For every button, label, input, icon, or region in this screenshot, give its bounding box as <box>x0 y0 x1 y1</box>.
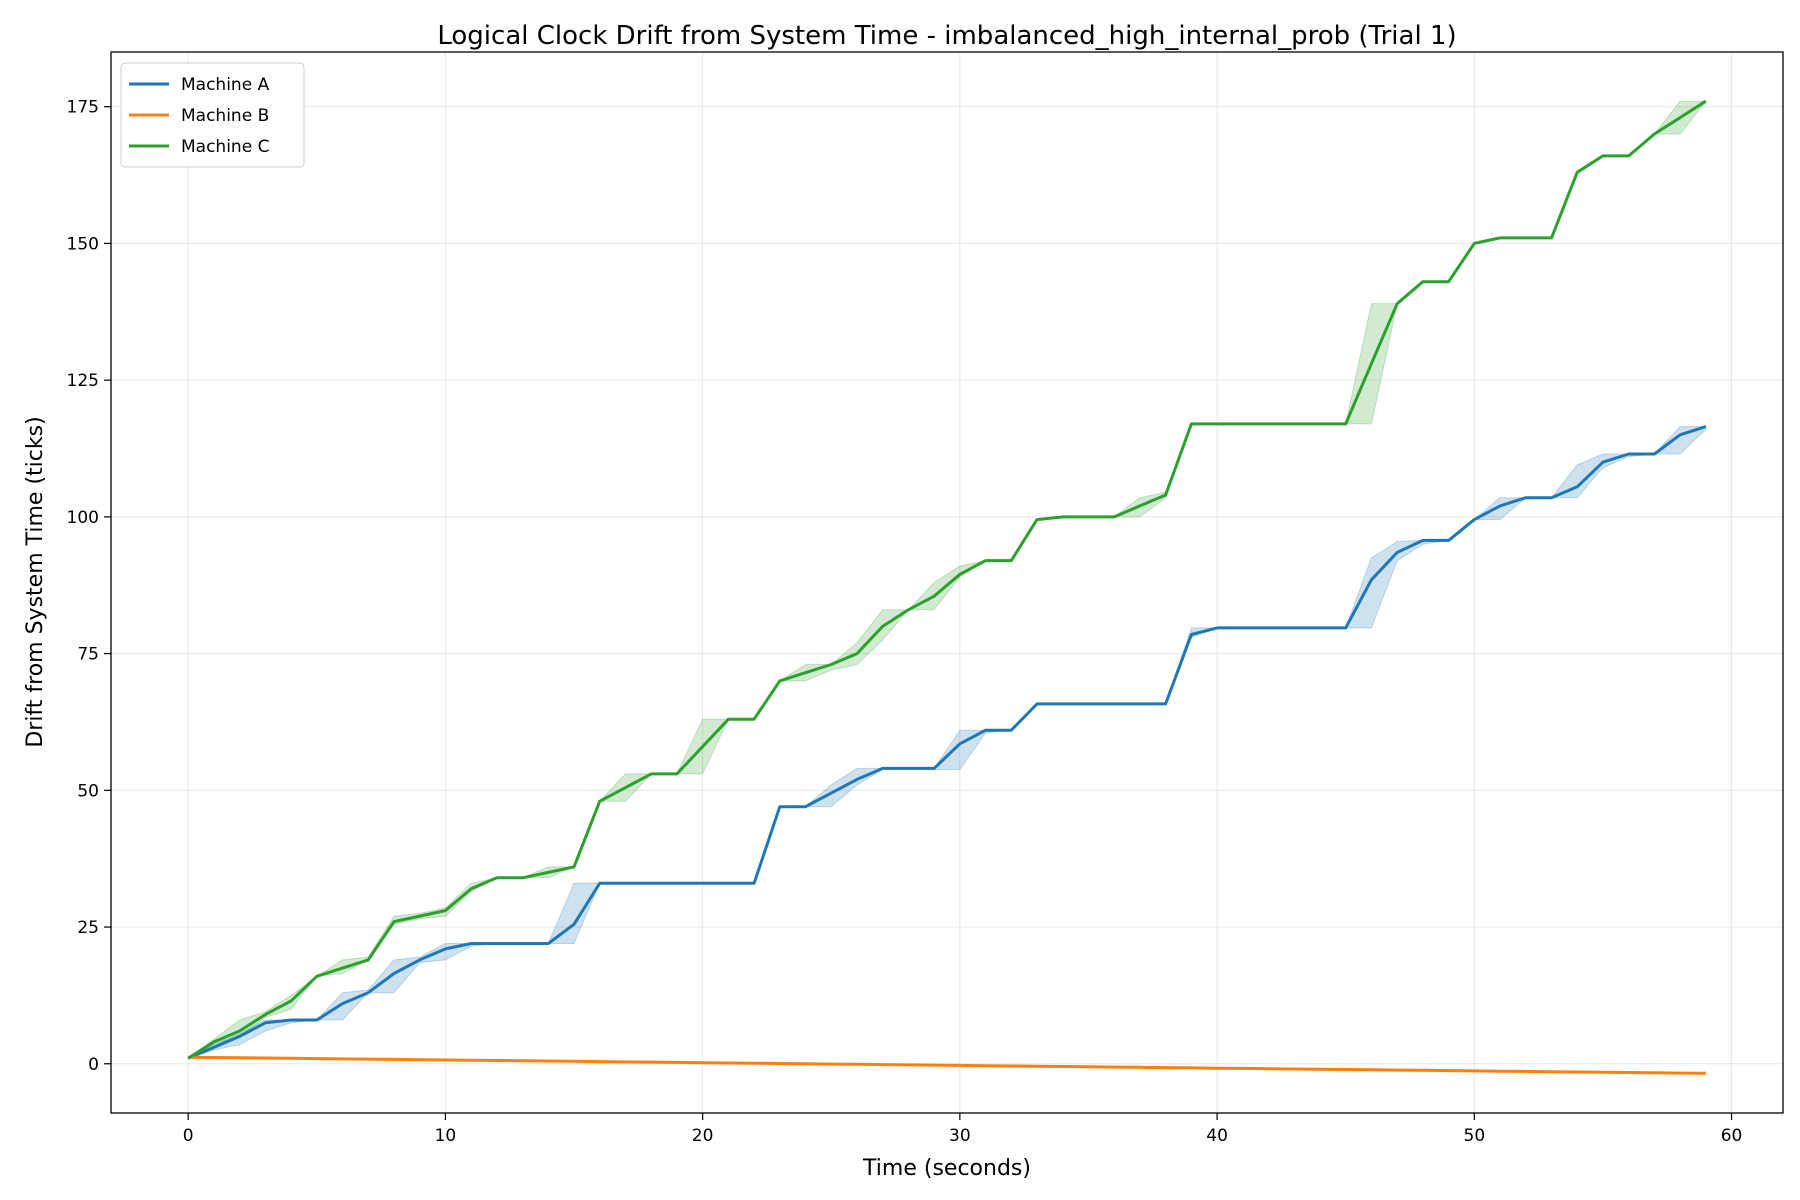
x-tick-label: 60 <box>1721 1126 1743 1146</box>
legend-box <box>120 62 305 168</box>
y-tick-label: 50 <box>77 781 99 801</box>
plot-frame <box>110 51 1784 1114</box>
x-axis-label: Time (seconds) <box>862 1156 1031 1181</box>
y-tick-label: 75 <box>77 645 99 665</box>
y-tick-label: 0 <box>88 1055 99 1075</box>
y-tick-label: 150 <box>67 234 99 254</box>
chart-title: Logical Clock Drift from System Time - i… <box>437 21 1456 51</box>
y-axis-label: Drift from System Time (ticks) <box>23 416 48 747</box>
legend: Machine A Machine B Machine C <box>120 62 305 168</box>
x-tick-label: 10 <box>435 1126 457 1146</box>
y-tick-label: 25 <box>77 918 99 938</box>
x-tick-label: 40 <box>1206 1126 1228 1146</box>
machine-c-band <box>187 100 1707 1059</box>
x-tick-label: 50 <box>1464 1126 1486 1146</box>
y-tick-label: 175 <box>67 98 99 118</box>
confidence-bands <box>187 100 1707 1059</box>
series-lines <box>187 99 1707 1075</box>
machine-b-line <box>188 1055 1706 1075</box>
x-tick-label: 30 <box>949 1126 971 1146</box>
y-tick-label: 100 <box>67 508 99 528</box>
machine-a-line <box>187 425 1707 1060</box>
legend-label-machine-c: Machine C <box>181 137 269 157</box>
grid <box>111 52 1783 1113</box>
x-axis-ticks: 0 10 20 30 40 50 60 <box>183 1113 1743 1146</box>
legend-label-machine-b: Machine B <box>181 106 269 126</box>
x-tick-label: 0 <box>183 1126 194 1146</box>
y-axis-ticks: 0 25 50 75 100 125 150 175 <box>67 98 111 1075</box>
machine-c-line <box>187 99 1707 1060</box>
y-tick-label: 125 <box>67 371 99 391</box>
x-tick-label: 20 <box>692 1126 714 1146</box>
legend-label-machine-a: Machine A <box>181 75 270 95</box>
